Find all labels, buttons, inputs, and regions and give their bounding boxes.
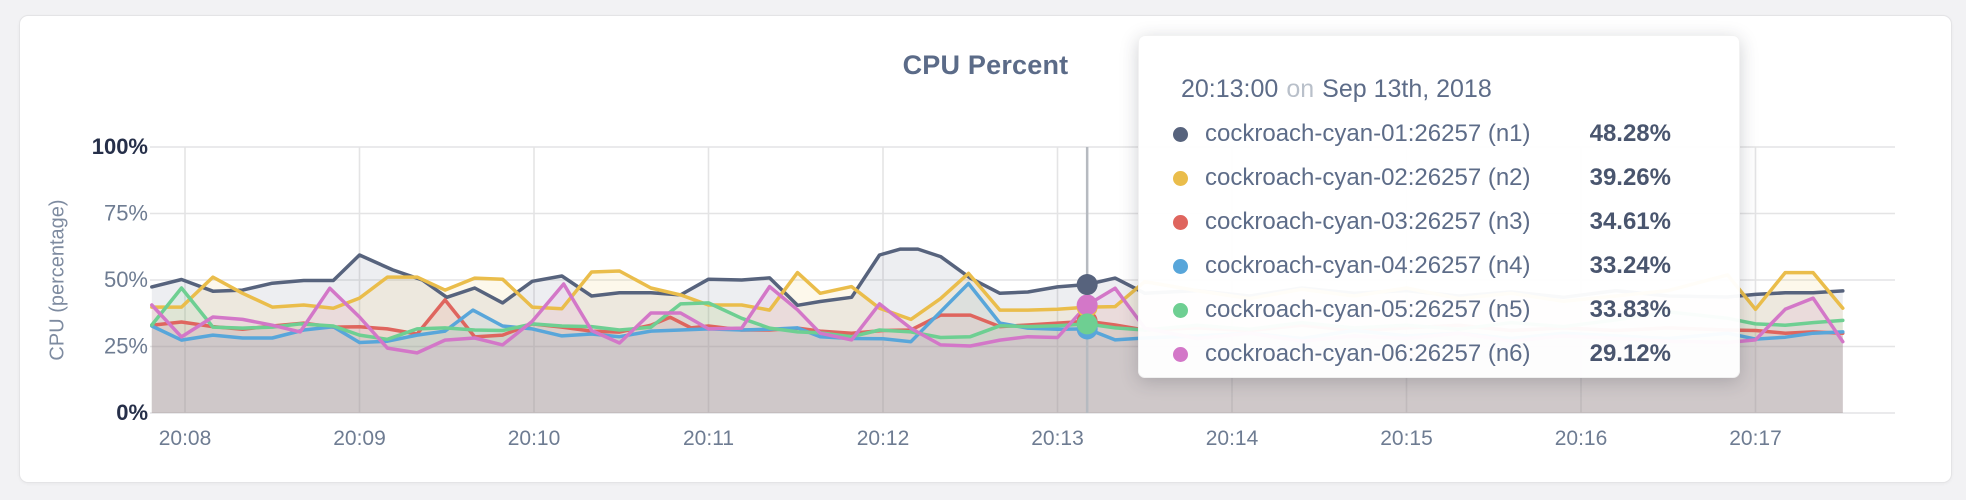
series-area-n6: [151, 284, 1843, 413]
tooltip-header: 20:13:00 on Sep 13th, 2018: [1181, 74, 1739, 104]
x-tick-label-20:17: 20:17: [1729, 427, 1782, 450]
tooltip-time: 20:13:00: [1181, 75, 1279, 103]
series-value: 34.61%: [1589, 208, 1671, 235]
x-tick-label-20:16: 20:16: [1555, 427, 1608, 450]
x-tick-label-20:15: 20:15: [1380, 427, 1433, 450]
y-tick-label-0%: 0%: [116, 400, 148, 425]
tooltip-preposition: on: [1286, 75, 1315, 103]
tooltip-row-n1: cockroach-cyan-01:26257 (n1) 48.28%: [1139, 112, 1739, 156]
x-tick-label-20:12: 20:12: [857, 427, 910, 450]
y-tick-label-100%: 100%: [92, 134, 148, 159]
y-tick-label-50%: 50%: [104, 267, 148, 292]
cursor-dot-n6: [1076, 294, 1098, 316]
series-name: cockroach-cyan-06:26257 (n6): [1205, 340, 1531, 367]
x-tick-label-20:10: 20:10: [508, 427, 561, 450]
series-name: cockroach-cyan-02:26257 (n2): [1205, 164, 1531, 191]
series-name: cockroach-cyan-01:26257 (n1): [1205, 120, 1531, 147]
tooltip-row-n2: cockroach-cyan-02:26257 (n2) 39.26%: [1139, 156, 1739, 200]
cursor-dot-n5: [1076, 313, 1098, 335]
series-name: cockroach-cyan-05:26257 (n5): [1205, 296, 1531, 323]
series-area-n5: [151, 288, 1843, 413]
y-tick-label-25%: 25%: [104, 334, 148, 359]
tooltip-row-n6: cockroach-cyan-06:26257 (n6) 29.12%: [1139, 332, 1739, 376]
series-value: 33.24%: [1589, 252, 1671, 279]
series-value: 33.83%: [1589, 296, 1671, 323]
series-name: cockroach-cyan-03:26257 (n3): [1205, 208, 1531, 235]
series-dot-icon-n4: [1173, 258, 1188, 274]
tooltip-row-n5: cockroach-cyan-05:26257 (n5) 33.83%: [1139, 288, 1739, 332]
series-dot-icon-n5: [1173, 302, 1188, 318]
series-dot-icon-n2: [1173, 170, 1188, 186]
series-value: 48.28%: [1589, 120, 1671, 147]
series-dot-icon-n1: [1173, 126, 1188, 142]
series-value: 39.26%: [1589, 164, 1671, 191]
series-value: 29.12%: [1589, 340, 1671, 367]
y-tick-label-75%: 75%: [104, 201, 148, 226]
tooltip-date: Sep 13th, 2018: [1322, 75, 1492, 103]
x-tick-label-20:11: 20:11: [683, 427, 734, 450]
x-tick-label-20:13: 20:13: [1031, 427, 1084, 450]
series-area-n4: [151, 283, 1843, 413]
x-tick-label-20:14: 20:14: [1206, 427, 1259, 450]
series-dot-icon-n6: [1173, 346, 1188, 362]
x-tick-label-20:09: 20:09: [333, 427, 386, 450]
x-tick-label-20:08: 20:08: [159, 427, 212, 450]
cursor-dot-n1: [1076, 274, 1098, 296]
series-dot-icon-n3: [1173, 214, 1188, 230]
tooltip-row-n4: cockroach-cyan-04:26257 (n4) 33.24%: [1139, 244, 1739, 288]
hover-tooltip: 20:13:00 on Sep 13th, 2018 cockroach-cyan-…: [1138, 35, 1740, 378]
series-name: cockroach-cyan-04:26257 (n4): [1205, 252, 1531, 279]
tooltip-row-n3: cockroach-cyan-03:26257 (n3) 34.61%: [1139, 200, 1739, 244]
tooltip-rows: cockroach-cyan-01:26257 (n1) 48.28% cockro…: [1139, 112, 1739, 376]
chart-title: CPU Percent: [902, 50, 1069, 80]
